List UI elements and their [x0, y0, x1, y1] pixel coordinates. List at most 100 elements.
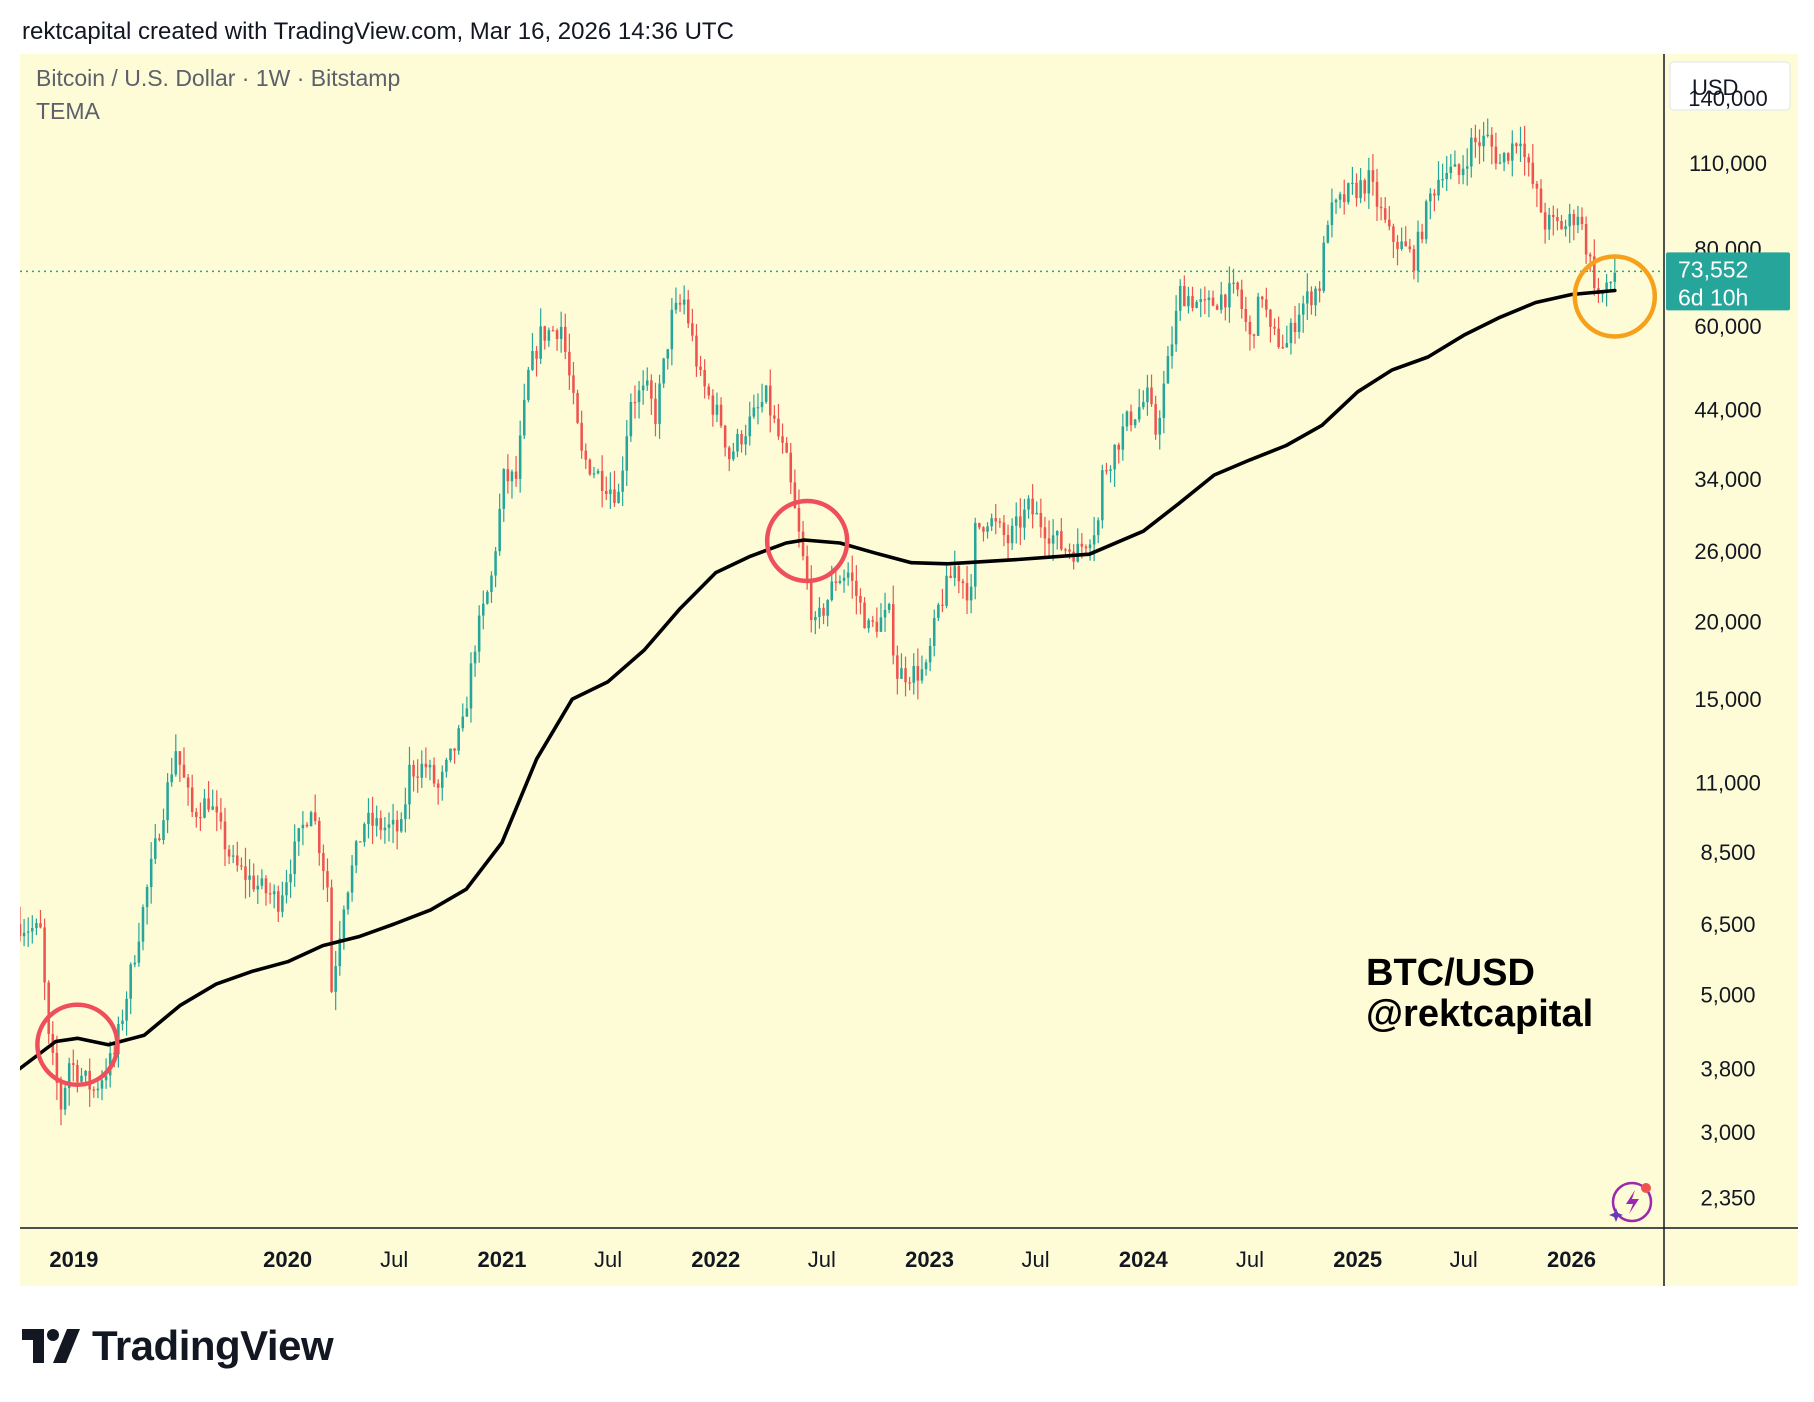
candle-body [818, 607, 821, 617]
candle-body [543, 326, 547, 341]
candle-body [170, 774, 173, 783]
candle-body [338, 938, 342, 967]
candle-body [1080, 543, 1084, 547]
candle-body [1121, 426, 1125, 450]
currency-button[interactable]: USD [1669, 61, 1791, 111]
time-tick-label: Jul [1450, 1247, 1478, 1272]
bar-countdown-label: 6d 10h [1678, 284, 1748, 310]
candle-body [1593, 256, 1596, 289]
candle-body [539, 326, 542, 359]
candle-body [1494, 146, 1498, 164]
candle-body [1281, 347, 1284, 349]
candle-body [1539, 188, 1543, 213]
candle-body [1334, 199, 1338, 203]
candle-body [47, 982, 50, 1035]
candle-body [22, 932, 26, 937]
candle-body [604, 491, 608, 495]
chart-svg[interactable]: Bitcoin / U.S. Dollar · 1W · Bitstamp TE… [18, 54, 1798, 1286]
tradingview-logo[interactable]: TradingView [22, 1318, 334, 1374]
candle-body [1158, 417, 1162, 435]
price-tick-label: 11,000 [1695, 771, 1761, 796]
chart-frame[interactable]: Bitcoin / U.S. Dollar · 1W · Bitstamp TE… [18, 54, 1798, 1286]
candle-body [1408, 246, 1412, 250]
currency-label: USD [1692, 75, 1738, 100]
candle-body [334, 966, 337, 992]
time-axis-background[interactable] [20, 1228, 1664, 1286]
candle-body [178, 751, 182, 765]
candle-body [231, 855, 235, 857]
candle-body [896, 655, 899, 679]
candle-body [1076, 543, 1080, 562]
candle-body [1269, 309, 1272, 327]
candle-body [1146, 387, 1149, 403]
candle-body [1154, 404, 1157, 435]
candle-body [1002, 522, 1006, 536]
legend-symbol[interactable]: Bitcoin / U.S. Dollar · 1W · Bitstamp [36, 65, 400, 91]
candle-body [121, 1020, 124, 1025]
candle-body [908, 682, 911, 684]
candle-body [141, 907, 145, 942]
candle-body [330, 887, 333, 992]
time-tick-label: 2024 [1119, 1247, 1169, 1272]
candle-body [96, 1088, 100, 1091]
candle-body [1260, 296, 1264, 300]
candle-body [1404, 241, 1407, 247]
candle-body [359, 841, 362, 843]
candle-body [670, 309, 674, 350]
candle-body [195, 812, 198, 817]
candle-body [600, 471, 604, 492]
candle-body [887, 604, 891, 610]
candle-body [67, 1063, 71, 1088]
assistant-icon[interactable] [1609, 1181, 1653, 1223]
legend-indicator[interactable]: TEMA [36, 98, 101, 124]
candle-body [256, 885, 260, 890]
candle-body [1285, 343, 1289, 348]
candle-body [1027, 498, 1030, 510]
candle-body [674, 302, 678, 310]
candle-body [1293, 322, 1297, 333]
candle-body [133, 962, 137, 965]
candle-body [568, 351, 571, 376]
candle-body [149, 858, 153, 888]
candle-body [920, 669, 924, 681]
time-tick-label: Jul [594, 1247, 622, 1272]
candle-body [268, 893, 272, 895]
candle-body [1511, 143, 1514, 161]
candle-body [59, 1082, 63, 1110]
candle-body [1400, 241, 1403, 249]
plot-background[interactable] [20, 54, 1664, 1228]
candle-body [756, 407, 760, 409]
candle-body [1035, 512, 1039, 515]
candle-body [445, 759, 448, 772]
candle-body [855, 580, 858, 596]
candle-body [686, 299, 690, 324]
candle-body [1461, 168, 1465, 176]
candle-body [272, 891, 276, 895]
candle-body [973, 522, 977, 587]
candle-body [1437, 179, 1440, 196]
candle-body [596, 471, 600, 474]
candle-body [1355, 182, 1358, 199]
time-tick-labels: 2019 2020 Jul 2021 Jul 2022 Jul 2023 Jul 2024 Jul 2… [49, 1247, 1596, 1272]
candle-body [1207, 297, 1211, 301]
time-tick-label: 2019 [49, 1247, 98, 1272]
candle-body [1137, 407, 1141, 420]
candle-body [1211, 297, 1215, 306]
price-tick-label: 3,000 [1700, 1120, 1755, 1145]
candle-body [1162, 383, 1166, 418]
candle-body [1326, 225, 1330, 243]
candle-body [395, 819, 399, 832]
price-tick-label: 110,000 [1689, 151, 1767, 176]
candle-body [801, 531, 805, 557]
candle-body [932, 617, 936, 646]
candle-body [313, 812, 317, 821]
candle-body [1383, 208, 1387, 220]
candle-body [617, 491, 620, 503]
candle-body [1043, 527, 1047, 539]
candle-body [166, 782, 169, 821]
candle-body [609, 489, 612, 495]
price-tick-label: 44,000 [1694, 398, 1761, 423]
candle-body [367, 812, 370, 825]
price-tick-label: 6,500 [1700, 912, 1755, 937]
candle-body [867, 620, 870, 629]
